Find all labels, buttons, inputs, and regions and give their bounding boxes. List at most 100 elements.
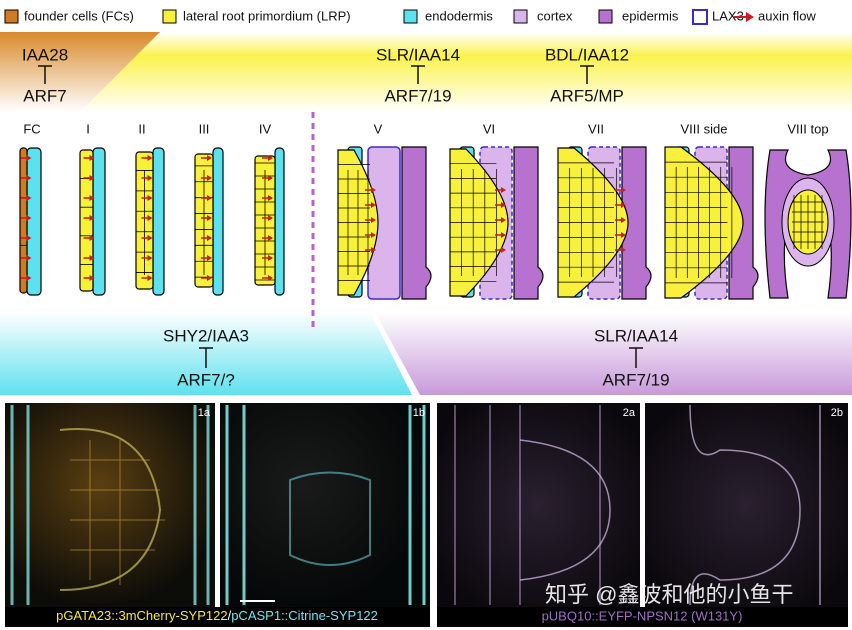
auxin-arrowhead: [371, 247, 376, 253]
fluorescence: [10, 405, 210, 605]
repressor: SLR/IAA14: [594, 326, 678, 345]
legend-label: cortex: [537, 8, 573, 23]
arrow-icon: [734, 12, 754, 22]
auxin-arrowhead: [207, 215, 212, 221]
auxin-arrowhead: [207, 255, 212, 261]
regulators: IAA28 ARF7 SLR/IAA14 ARF7/19 BDL/IAA12 A…: [22, 45, 678, 389]
caption-bar: [5, 607, 430, 627]
legend: founder cells (FCs) lateral root primord…: [4, 8, 816, 25]
endodermis: [92, 147, 106, 296]
swatch: [692, 9, 708, 25]
auxin-arrowhead: [89, 215, 95, 221]
stage-label: I: [86, 121, 90, 136]
stage-label: VII: [588, 121, 604, 136]
panel-label: 1a: [198, 407, 211, 419]
epidermis: [401, 146, 432, 300]
auxin-arrowhead: [147, 215, 153, 221]
auxin-arrowhead: [268, 155, 273, 161]
auxin-arrowhead: [371, 187, 376, 193]
caption-part: pCASP1::Citrine-SYP122: [231, 608, 378, 623]
auxin-arrowhead: [89, 275, 95, 281]
auxin-arrowhead: [26, 255, 32, 261]
micrograph: [437, 403, 640, 607]
auxin-arrowhead: [621, 232, 626, 238]
auxin-arrowhead: [26, 155, 32, 161]
auxin-arrowhead: [268, 235, 273, 241]
stage-label: V: [374, 121, 383, 136]
stage-label: III: [199, 121, 210, 136]
repressor: IAA28: [22, 45, 68, 64]
epidermis: [764, 149, 852, 299]
legend-label: LAX3: [712, 8, 744, 23]
auxin-arrowhead: [26, 195, 32, 201]
stage-label: II: [138, 121, 145, 136]
auxin-arrowhead: [621, 202, 626, 208]
lrp-band: [0, 32, 852, 112]
fluorescence: [519, 439, 611, 581]
legend-label: epidermis: [622, 8, 679, 23]
endodermis: [26, 147, 42, 296]
fluorescence: [225, 405, 426, 605]
panel-label: 2b: [831, 407, 843, 419]
auxin-arrowhead: [207, 195, 212, 201]
auxin-arrowhead: [268, 255, 273, 261]
caption-part: pGATA23::3mCherry-SYP122: [56, 608, 227, 623]
auxin-arrowhead: [371, 232, 376, 238]
auxin-arrowhead: [26, 215, 32, 221]
auxin-arrowhead: [147, 155, 153, 161]
micrographs: 1a 1b 2a 2b: [5, 403, 848, 607]
stage-labels: FC I II III IV V VI VII VIII side VIII t…: [23, 121, 828, 136]
stage-label: VIII top: [787, 121, 828, 136]
swatch: [4, 9, 19, 24]
auxin-arrowhead: [207, 235, 212, 241]
legend-label: lateral root primordium (LRP): [183, 8, 351, 23]
auxin-arrowhead: [621, 187, 626, 193]
caption: pUBQ10::EYFP-NPSN12 (W131Y): [542, 608, 743, 623]
repressor: BDL/IAA12: [545, 45, 629, 64]
endodermis: [274, 147, 285, 296]
auxin-arrowhead: [501, 232, 506, 238]
auxin-arrowhead: [89, 255, 95, 261]
fluorescence: [70, 440, 165, 585]
legend-label: auxin flow: [758, 8, 816, 23]
auxin-arrowhead: [268, 195, 273, 201]
caption-bar: [437, 607, 848, 627]
primordium: [19, 147, 28, 294]
auxin-arrowhead: [371, 217, 376, 223]
auxin-arrowhead: [207, 155, 212, 161]
auxin-arrowhead: [147, 195, 153, 201]
auxin-arrowhead: [621, 247, 626, 253]
stage-diagrams: [19, 146, 852, 300]
primordium: [79, 149, 94, 292]
fluorescence: [689, 404, 821, 606]
auxin-arrowhead: [147, 255, 153, 261]
swatch: [403, 9, 418, 24]
fluorescence: [454, 405, 601, 605]
panel-label: 1b: [413, 407, 425, 419]
endodermis: [212, 147, 224, 296]
auxin-arrowhead: [147, 275, 153, 281]
swatch: [513, 9, 528, 24]
swatch: [162, 9, 177, 24]
auxin-arrowhead: [371, 202, 376, 208]
target: ARF7: [23, 86, 66, 105]
stage-label: VIII side: [681, 121, 728, 136]
endodermis: [152, 147, 165, 296]
legend-label: founder cells (FCs): [24, 8, 134, 23]
repression-symbols: [38, 65, 643, 368]
target: ARF7/19: [602, 370, 669, 389]
repressor: SHY2/IAA3: [163, 326, 249, 345]
epidermis-band: [375, 312, 852, 395]
fluorescence: [59, 428, 162, 591]
auxin-arrowhead: [501, 247, 506, 253]
caption-part: /: [228, 608, 232, 623]
fc-band: [0, 32, 160, 112]
auxin-arrowhead: [26, 275, 32, 281]
panel-label: 2a: [623, 407, 636, 419]
auxin-arrowhead: [89, 175, 95, 181]
epidermis: [513, 146, 544, 300]
auxin-arrowhead: [147, 235, 153, 241]
epidermis: [621, 146, 652, 300]
micrograph: [645, 403, 848, 607]
